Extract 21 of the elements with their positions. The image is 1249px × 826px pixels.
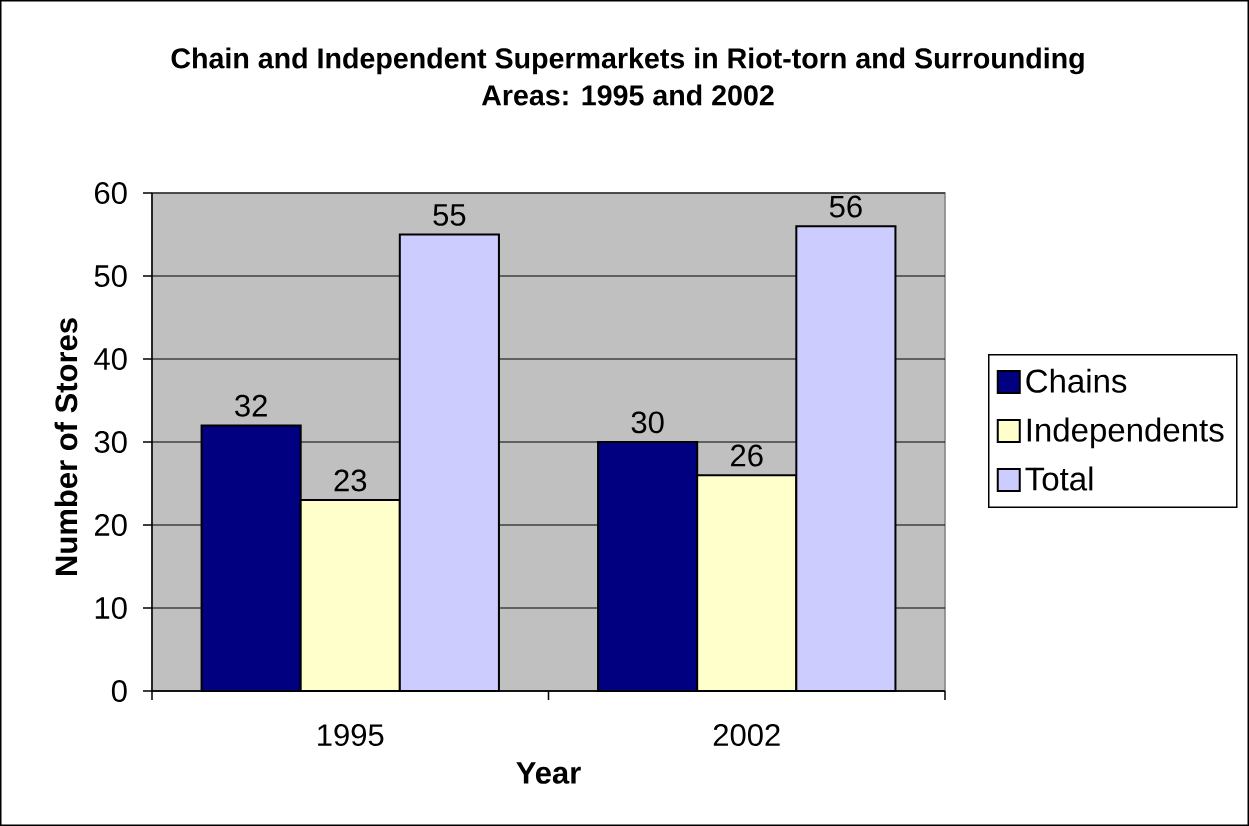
y-tick-label: 20 [95, 514, 127, 536]
data-label: 26 [731, 444, 763, 467]
y-tick-label: 30 [94, 431, 127, 453]
y-tick-label: 50 [94, 265, 127, 287]
data-label: 30 [631, 411, 664, 434]
y-tick-label: 60 [95, 182, 127, 204]
data-label: 23 [334, 469, 367, 492]
x-tick-label: 2002 [713, 724, 780, 747]
chart-title: Chain and Independent Supermarkets in Riot-torn and Surrounding Areas: 1995 and 2002 [171, 47, 1084, 106]
legend-label: Total [1025, 466, 1093, 491]
legend-label: Independents [1027, 417, 1224, 449]
data-label: 55 [433, 204, 466, 226]
y-tick-label: 10 [95, 597, 127, 619]
x-axis-title: Year [516, 762, 581, 784]
x-tick-label: 1995 [318, 724, 384, 747]
data-label: 32 [235, 394, 267, 417]
data-label: 56 [829, 195, 862, 218]
legend-label: Chains [1026, 368, 1127, 393]
y-tick-label: 0 [111, 680, 127, 702]
y-tick-label: 40 [94, 348, 127, 370]
y-axis-title: Number of Stores [54, 318, 78, 575]
